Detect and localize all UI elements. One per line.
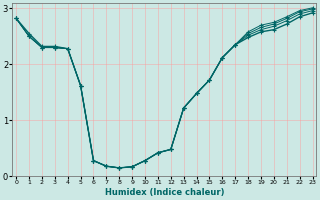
X-axis label: Humidex (Indice chaleur): Humidex (Indice chaleur): [105, 188, 224, 197]
